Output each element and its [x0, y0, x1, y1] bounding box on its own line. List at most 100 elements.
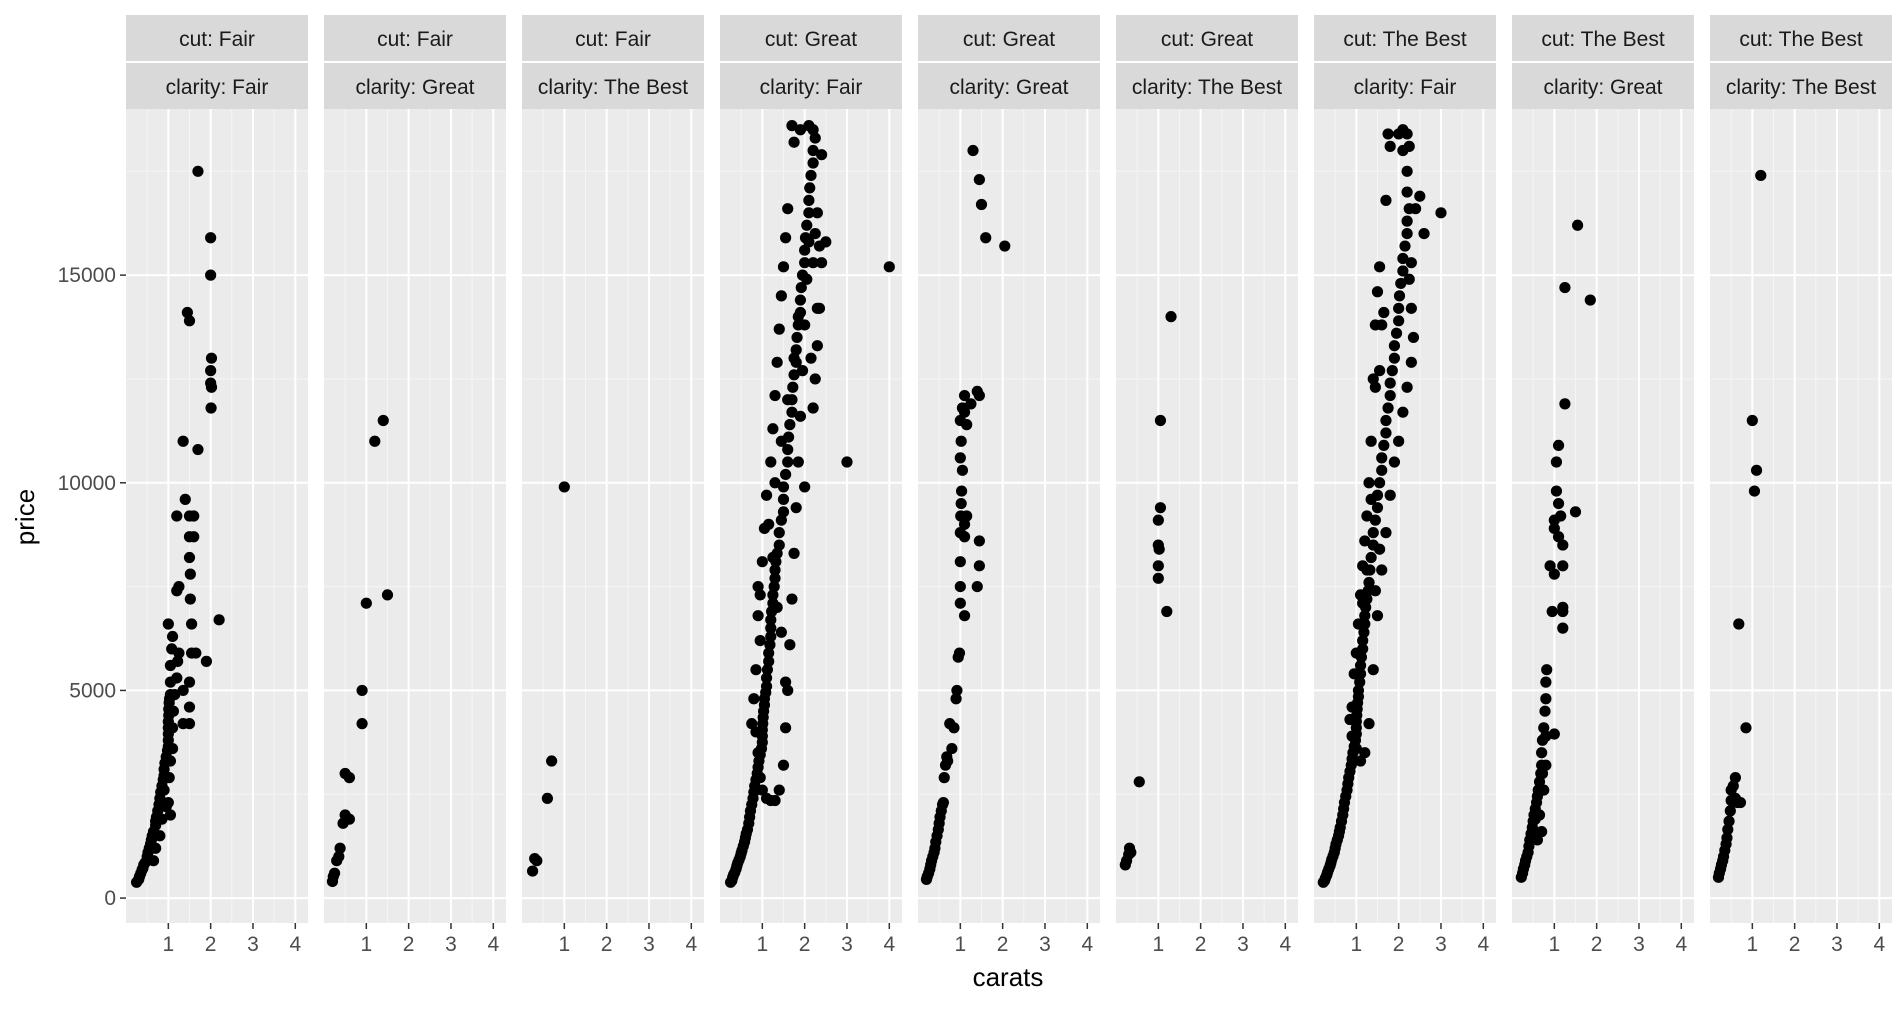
- data-point: [801, 219, 813, 231]
- data-point: [956, 464, 969, 476]
- data-point: [937, 796, 949, 809]
- x-tick-label: 3: [1633, 933, 1645, 956]
- data-point: [1350, 647, 1362, 659]
- data-point: [172, 655, 184, 667]
- data-point: [788, 369, 800, 381]
- data-point: [1548, 728, 1560, 740]
- data-point: [1152, 514, 1164, 526]
- data-point: [1405, 356, 1417, 368]
- data-point: [1414, 190, 1426, 202]
- x-tick-label: 3: [1435, 933, 1447, 956]
- data-point: [1540, 693, 1552, 705]
- data-point: [769, 572, 781, 584]
- data-point: [164, 809, 177, 821]
- data-point: [794, 410, 807, 422]
- data-point: [333, 850, 345, 863]
- data-point: [343, 813, 355, 825]
- data-point: [1359, 747, 1371, 759]
- data-point: [177, 684, 189, 697]
- facet-strip-clarity: [1314, 63, 1496, 109]
- data-point: [1393, 435, 1405, 447]
- data-point: [1388, 456, 1401, 468]
- panel-background: [522, 109, 704, 923]
- data-point: [961, 510, 973, 522]
- data-point: [1378, 439, 1390, 451]
- data-point: [190, 647, 202, 659]
- data-point: [955, 435, 967, 447]
- data-point: [815, 257, 828, 269]
- data-point: [815, 149, 828, 161]
- y-tick-label: 10000: [58, 472, 116, 495]
- data-point: [756, 556, 768, 568]
- data-point: [780, 722, 792, 734]
- data-point: [788, 352, 800, 364]
- data-point: [1557, 605, 1569, 618]
- data-point: [792, 311, 804, 323]
- x-tick-label: 4: [883, 933, 895, 956]
- data-point: [773, 527, 785, 539]
- data-point: [150, 842, 162, 854]
- data-point: [183, 315, 196, 327]
- data-point: [1354, 755, 1367, 767]
- data-point: [166, 742, 179, 755]
- data-point: [784, 419, 796, 431]
- data-point: [958, 389, 971, 402]
- x-tick-label: 1: [1548, 933, 1560, 956]
- facet-strip-clarity: [720, 63, 902, 109]
- facet-strip-clarity-label: clarity: The Best: [1726, 76, 1876, 99]
- data-point: [1540, 676, 1552, 688]
- data-point: [205, 365, 217, 377]
- data-point: [1153, 543, 1165, 555]
- data-point: [1374, 261, 1386, 273]
- x-tick-label: 4: [289, 933, 301, 956]
- data-point: [1384, 140, 1396, 152]
- data-point: [786, 406, 798, 418]
- data-point: [1405, 257, 1417, 269]
- data-point: [954, 452, 966, 464]
- data-point: [169, 688, 181, 701]
- data-point: [1367, 664, 1379, 676]
- facet-panel: cut: Great clarity: The Best 1 2 3 4: [1116, 15, 1298, 956]
- data-point: [156, 813, 168, 825]
- data-point: [328, 867, 341, 879]
- data-point: [883, 261, 895, 273]
- data-point: [377, 414, 389, 427]
- data-point: [804, 182, 816, 194]
- facet-panel: cut: Great clarity: Great 1 2 3 4: [918, 15, 1100, 956]
- panels-layer: cut: Fair clarity: Fair 1 2 3 4 cut: Fair clari…: [126, 15, 1892, 956]
- data-point: [1365, 551, 1377, 564]
- facet-strip-clarity-label: clarity: Fair: [1354, 76, 1457, 99]
- data-point: [807, 257, 819, 269]
- facet-strip-clarity-label: clarity: The Best: [538, 76, 688, 99]
- data-point: [1397, 406, 1409, 418]
- data-point: [1388, 352, 1401, 364]
- data-point: [1435, 207, 1447, 219]
- data-point: [788, 136, 800, 148]
- data-point: [775, 290, 787, 302]
- data-point: [1584, 294, 1596, 306]
- facet-strip-cut-label: cut: The Best: [1541, 28, 1665, 51]
- data-point: [1380, 194, 1392, 206]
- facet-strip-cut: [1116, 15, 1298, 61]
- data-point: [782, 456, 794, 468]
- data-point: [154, 830, 166, 842]
- data-point: [1369, 585, 1381, 597]
- data-point: [1365, 435, 1377, 447]
- data-point: [205, 269, 217, 281]
- data-point: [784, 639, 796, 651]
- data-point: [1344, 713, 1356, 726]
- data-point: [1363, 576, 1375, 589]
- data-point: [1740, 722, 1752, 734]
- x-tick-label: 3: [445, 933, 457, 956]
- data-point: [765, 614, 777, 626]
- data-point: [807, 157, 819, 169]
- data-point: [1395, 277, 1407, 290]
- panel-background: [1116, 109, 1298, 923]
- data-point: [1357, 597, 1369, 609]
- x-tick-label: 1: [1350, 933, 1362, 956]
- data-point: [750, 664, 762, 676]
- data-point: [1361, 510, 1373, 522]
- data-point: [1346, 730, 1358, 742]
- data-point: [177, 718, 189, 730]
- data-point: [381, 589, 394, 601]
